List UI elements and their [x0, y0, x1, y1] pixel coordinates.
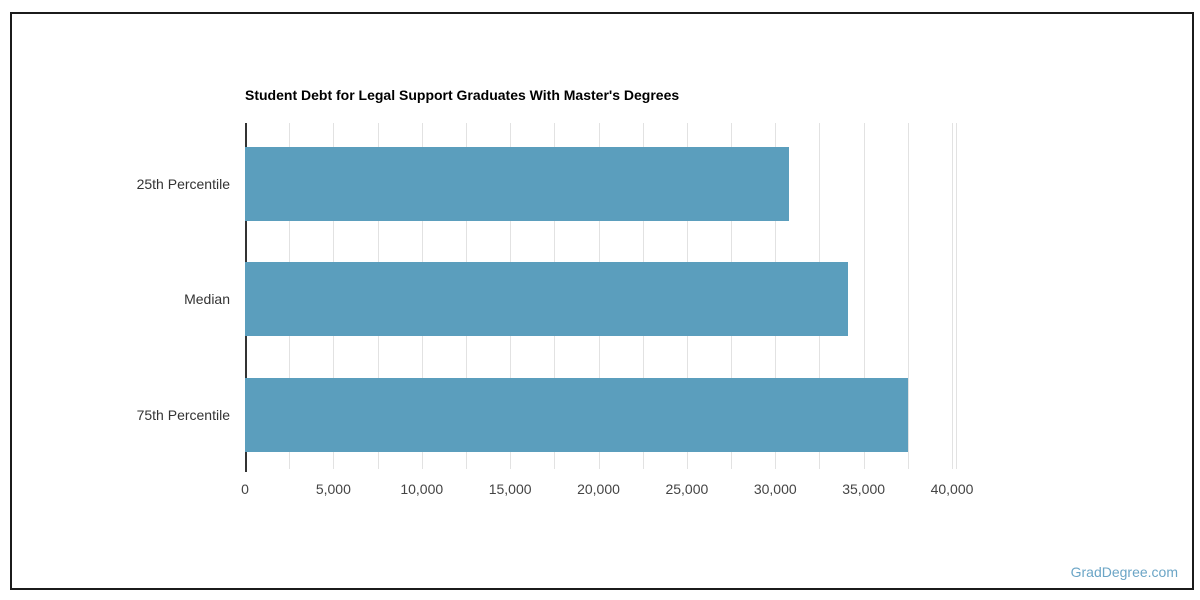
- plot-right-edge: [956, 123, 957, 469]
- x-tick-label: 40,000: [930, 481, 974, 497]
- gridline: [907, 123, 909, 469]
- y-axis-label: 75th Percentile: [136, 406, 230, 423]
- outer-frame: [10, 12, 1194, 590]
- x-tick-label: 30,000: [753, 481, 797, 497]
- bar-25th-percentile: [245, 147, 790, 221]
- x-tick-label: 15,000: [488, 481, 532, 497]
- y-axis-label: Median: [184, 291, 230, 308]
- plot-area: [245, 123, 957, 469]
- x-tick-label: 0: [241, 481, 249, 497]
- x-tick-label: 20,000: [577, 481, 620, 497]
- gridline: [952, 123, 953, 469]
- x-tick-label: 25,000: [665, 481, 709, 497]
- x-tick-label: 35,000: [842, 481, 886, 497]
- x-tick-label: 10,000: [400, 481, 444, 497]
- bar-median: [245, 262, 848, 337]
- bar-75th-percentile: [245, 377, 908, 452]
- chart-title: Student Debt for Legal Support Graduates…: [245, 87, 680, 103]
- gridline: [863, 123, 865, 469]
- x-tick-label: 5,000: [315, 481, 351, 497]
- watermark-link[interactable]: GradDegree.com: [1070, 564, 1178, 580]
- y-axis-label: 25th Percentile: [136, 176, 230, 192]
